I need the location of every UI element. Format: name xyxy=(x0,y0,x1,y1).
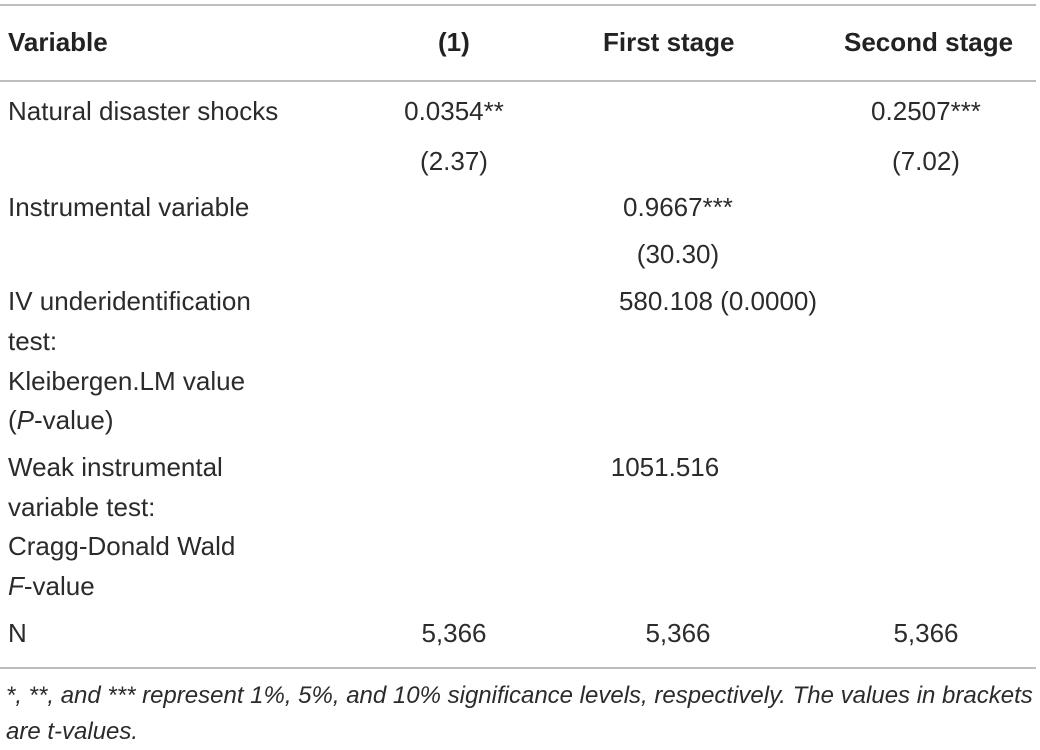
table-footnote: *, **, and *** represent 1%, 5%, and 10%… xyxy=(6,682,1033,745)
cell-weak-iv-first-stage: 1051.516 xyxy=(610,452,720,482)
top-rule xyxy=(0,4,1036,6)
cell-instrumental-first-stage: 0.9667*** xyxy=(623,192,733,222)
cell-n-col1: 5,366 xyxy=(421,618,487,648)
header-col-1: (1) xyxy=(438,27,470,57)
cell-natural-disaster-col1: 0.0354** xyxy=(404,96,504,126)
row-label-n: N xyxy=(8,618,27,648)
cell-iv-under-first-stage: 580.108 (0.0000) xyxy=(618,286,818,316)
cell-n-second-stage: 5,366 xyxy=(893,618,959,648)
cell-natural-disaster-second-stage-t: (7.02) xyxy=(892,146,960,176)
row-label-iv-under-line3: Kleibergen.LM value xyxy=(8,366,246,396)
row-label-weak-iv-line2: variable test: xyxy=(8,492,156,522)
cell-instrumental-first-stage-t: (30.30) xyxy=(636,239,720,269)
cell-natural-disaster-second-stage: 0.2507*** xyxy=(871,96,981,126)
header-rule xyxy=(0,80,1036,82)
paren-open: ( xyxy=(8,405,17,435)
row-label-instrumental-variable: Instrumental variable xyxy=(8,192,250,222)
cell-n-first-stage: 5,366 xyxy=(645,618,711,648)
p-italic: P xyxy=(16,405,35,435)
row-label-iv-under-line2: test: xyxy=(8,326,58,356)
bottom-rule xyxy=(0,667,1036,669)
cell-natural-disaster-col1-t: (2.37) xyxy=(420,146,488,176)
p-value-rest: -value) xyxy=(34,405,114,435)
row-label-weak-iv-line4: F-value xyxy=(8,567,95,606)
row-label-natural-disaster: Natural disaster shocks xyxy=(8,96,279,126)
row-label-iv-under-line4: (P-value) xyxy=(8,401,114,440)
f-value-rest: -value xyxy=(23,571,95,601)
header-second-stage: Second stage xyxy=(844,27,1014,57)
row-label-iv-under-line1: IV underidentification xyxy=(8,286,251,316)
f-italic: F xyxy=(8,571,24,601)
row-label-weak-iv-line3: Cragg-Donald Wald xyxy=(8,531,236,561)
header-variable: Variable xyxy=(8,27,108,57)
header-first-stage: First stage xyxy=(603,27,735,57)
row-label-weak-iv-line1: Weak instrumental xyxy=(8,452,223,482)
